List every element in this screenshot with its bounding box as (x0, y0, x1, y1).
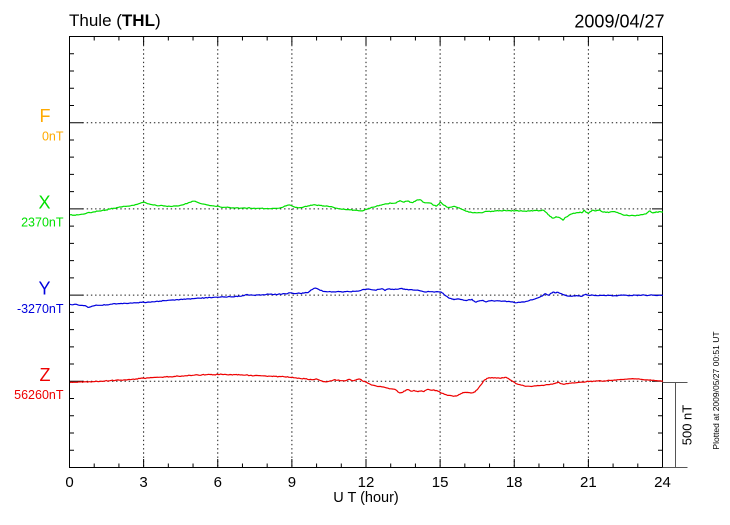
svg-text:12: 12 (358, 474, 375, 491)
svg-text:24: 24 (654, 474, 671, 491)
svg-text:U T (hour): U T (hour) (333, 490, 399, 506)
svg-text:56260nT: 56260nT (14, 388, 64, 402)
svg-text:0nT: 0nT (42, 130, 64, 144)
svg-text:Z: Z (40, 365, 51, 385)
svg-text:Plotted at 2009/05/27 00:51 UT: Plotted at 2009/05/27 00:51 UT (711, 331, 721, 449)
svg-text:0: 0 (65, 474, 73, 491)
svg-text:-3270nT: -3270nT (17, 302, 64, 316)
svg-text:F: F (40, 106, 51, 126)
svg-text:500 nT: 500 nT (680, 405, 695, 446)
svg-text:Y: Y (38, 279, 50, 299)
svg-text:2370nT: 2370nT (21, 216, 64, 230)
svg-text:9: 9 (288, 474, 296, 491)
svg-text:2009/04/27: 2009/04/27 (574, 12, 664, 32)
svg-text:X: X (38, 192, 50, 212)
svg-text:21: 21 (580, 474, 597, 491)
svg-text:Thule (THL): Thule (THL) (69, 11, 161, 30)
svg-text:15: 15 (432, 474, 449, 491)
svg-text:18: 18 (506, 474, 523, 491)
svg-text:6: 6 (214, 474, 222, 491)
svg-text:3: 3 (139, 474, 147, 491)
